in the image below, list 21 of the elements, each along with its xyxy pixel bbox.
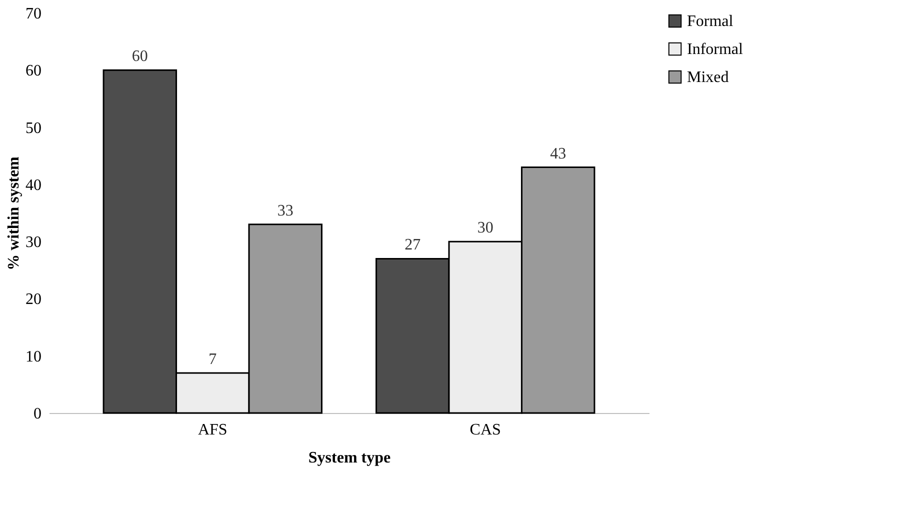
legend-label: Informal bbox=[687, 41, 744, 58]
y-tick-label: 50 bbox=[26, 120, 42, 137]
y-tick-label: 60 bbox=[26, 62, 42, 80]
data-label: 7 bbox=[208, 351, 217, 368]
legend-label: Mixed bbox=[687, 69, 729, 86]
x-axis-title: System type bbox=[308, 450, 391, 466]
data-label: 30 bbox=[477, 220, 494, 237]
y-tick-label: 10 bbox=[26, 348, 42, 366]
data-label: 33 bbox=[277, 202, 294, 220]
y-tick-label: 70 bbox=[26, 6, 42, 22]
y-axis-title: % within system bbox=[6, 156, 22, 270]
y-tick-label: 0 bbox=[34, 406, 42, 422]
data-label: 60 bbox=[132, 48, 148, 66]
x-tick-label: AFS bbox=[198, 422, 228, 438]
y-tick-label: 40 bbox=[26, 176, 42, 194]
y-tick-label: 20 bbox=[26, 291, 42, 308]
y-tick-label: 30 bbox=[26, 234, 42, 252]
data-label: 27 bbox=[404, 236, 421, 254]
legend-label: Formal bbox=[687, 13, 734, 30]
x-tick-label: CAS bbox=[470, 422, 501, 438]
data-label: 43 bbox=[550, 145, 566, 162]
